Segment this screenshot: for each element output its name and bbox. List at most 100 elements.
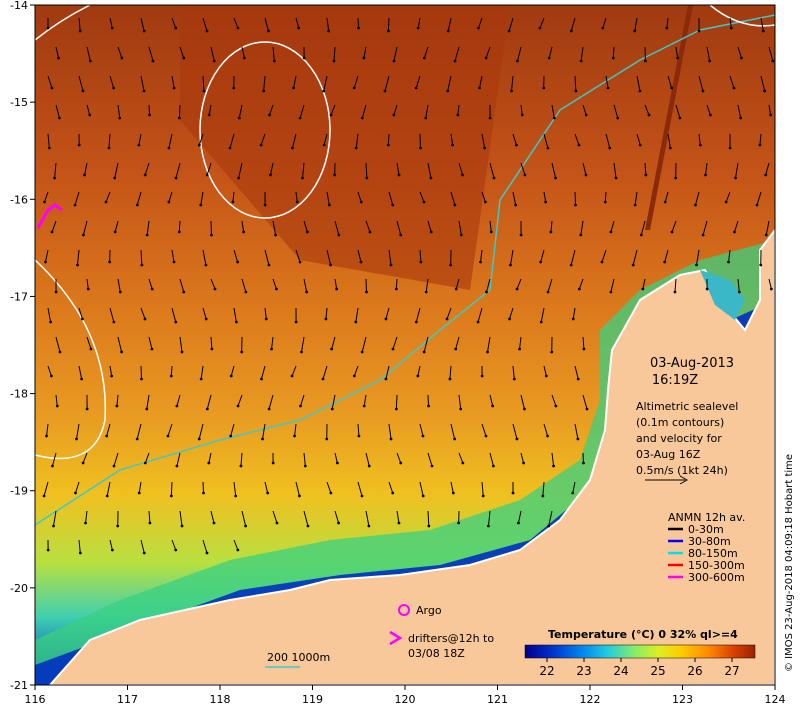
velocity-arrow-head	[205, 264, 208, 267]
velocity-arrow-head	[524, 174, 527, 177]
velocity-arrow-head	[398, 522, 401, 525]
velocity-arrow-head	[369, 231, 372, 234]
velocity-arrow-head	[640, 234, 643, 237]
velocity-arrow-head	[80, 378, 83, 381]
velocity-arrow-head	[482, 495, 485, 498]
colorbar-tick-label: 25	[650, 664, 665, 678]
velocity-arrow-head	[173, 261, 176, 264]
velocity-arrow-head	[208, 114, 211, 117]
lat-tick-label: -18	[10, 388, 28, 401]
velocity-arrow-head	[234, 495, 237, 498]
lat-tick-label: -14	[10, 0, 28, 12]
velocity-arrow-head	[90, 348, 93, 351]
velocity-arrow-head	[763, 90, 766, 93]
velocity-arrow-head	[74, 492, 77, 495]
velocity-arrow-head	[644, 60, 647, 63]
velocity-arrow-head	[44, 261, 47, 264]
velocity-arrow-head	[111, 27, 114, 30]
velocity-arrow-head	[176, 465, 179, 468]
date-label: 03-Aug-2013	[650, 356, 734, 371]
velocity-arrow-head	[178, 231, 181, 234]
colorbar	[525, 645, 755, 658]
velocity-arrow-head	[461, 462, 464, 465]
velocity-arrow-head	[181, 525, 184, 528]
velocity-arrow-head	[542, 87, 545, 90]
velocity-arrow-head	[431, 465, 434, 468]
velocity-arrow-head	[545, 375, 548, 378]
velocity-arrow-head	[612, 57, 615, 60]
colorbar-tick-label: 26	[687, 664, 702, 678]
velocity-arrow-head	[322, 90, 325, 93]
velocity-arrow-head	[206, 30, 209, 33]
velocity-arrow-head	[51, 87, 54, 90]
velocity-arrow-head	[580, 60, 583, 63]
velocity-arrow-head	[181, 351, 184, 354]
velocity-arrow-head	[236, 549, 239, 552]
velocity-arrow-head	[417, 27, 420, 30]
velocity-arrow-head	[199, 204, 202, 207]
velocity-arrow-head	[616, 117, 619, 120]
velocity-arrow-head	[168, 147, 171, 150]
velocity-arrow-head	[151, 348, 154, 351]
velocity-arrow-head	[299, 117, 302, 120]
velocity-arrow-head	[392, 348, 395, 351]
velocity-arrow-head	[574, 90, 577, 93]
velocity-arrow-head	[554, 405, 557, 408]
velocity-arrow-head	[576, 438, 579, 441]
velocity-arrow-head	[544, 201, 547, 204]
velocity-arrow-head	[295, 321, 298, 324]
velocity-arrow-head	[136, 204, 139, 207]
velocity-arrow-head	[214, 288, 217, 291]
velocity-arrow-head	[548, 57, 551, 60]
velocity-arrow-head	[363, 405, 366, 408]
lon-tick-label: 123	[672, 693, 693, 706]
velocity-arrow-head	[230, 375, 233, 378]
argo-legend-label: Argo	[416, 604, 442, 617]
velocity-arrow-head	[516, 438, 519, 441]
velocity-arrow-head	[119, 291, 122, 294]
velocity-arrow-head	[479, 261, 482, 264]
velocity-arrow-head	[202, 492, 205, 495]
velocity-arrow-head	[108, 147, 111, 150]
velocity-arrow-head	[704, 174, 707, 177]
velocity-arrow-head	[447, 30, 450, 33]
velocity-arrow-head	[118, 117, 121, 120]
velocity-arrow-head	[206, 408, 209, 411]
velocity-arrow-head	[634, 204, 637, 207]
velocity-arrow-head	[610, 291, 613, 294]
velocity-arrow-head	[769, 114, 772, 117]
velocity-arrow-head	[240, 351, 243, 354]
velocity-arrow-head	[148, 114, 151, 117]
velocity-arrow-head	[572, 318, 575, 321]
velocity-arrow-head	[547, 525, 550, 528]
velocity-arrow-head	[51, 231, 54, 234]
velocity-arrow-head	[454, 60, 457, 63]
colorbar-tick-label: 22	[539, 664, 554, 678]
velocity-arrow-head	[137, 144, 140, 147]
lat-tick-label: -19	[10, 485, 28, 498]
latitude-axis: -14-15-16-17-18-19-20-21	[10, 0, 35, 692]
velocity-arrow-head	[120, 351, 123, 354]
velocity-arrow-head	[205, 318, 208, 321]
velocity-arrow-head	[207, 462, 210, 465]
velocity-arrow-head	[236, 27, 239, 30]
velocity-arrow-head	[174, 321, 177, 324]
velocity-arrow-head	[203, 90, 206, 93]
velocity-arrow-head	[477, 27, 480, 30]
velocity-arrow-head	[546, 435, 549, 438]
velocity-arrow-head	[487, 525, 490, 528]
velocity-arrow-head	[422, 435, 425, 438]
velocity-arrow-head	[45, 435, 48, 438]
velocity-arrow-head	[391, 492, 394, 495]
velocity-arrow-head	[365, 177, 368, 180]
velocity-arrow-head	[260, 378, 263, 381]
velocity-arrow-head	[702, 90, 705, 93]
velocity-arrow-head	[694, 204, 697, 207]
velocity-arrow-head	[360, 261, 363, 264]
velocity-arrow-head	[756, 204, 759, 207]
velocity-arrow-head	[770, 288, 773, 291]
velocity-arrow-head	[550, 351, 553, 354]
velocity-arrow-head	[106, 495, 109, 498]
velocity-arrow-head	[86, 408, 89, 411]
velocity-arrow	[171, 366, 172, 376]
